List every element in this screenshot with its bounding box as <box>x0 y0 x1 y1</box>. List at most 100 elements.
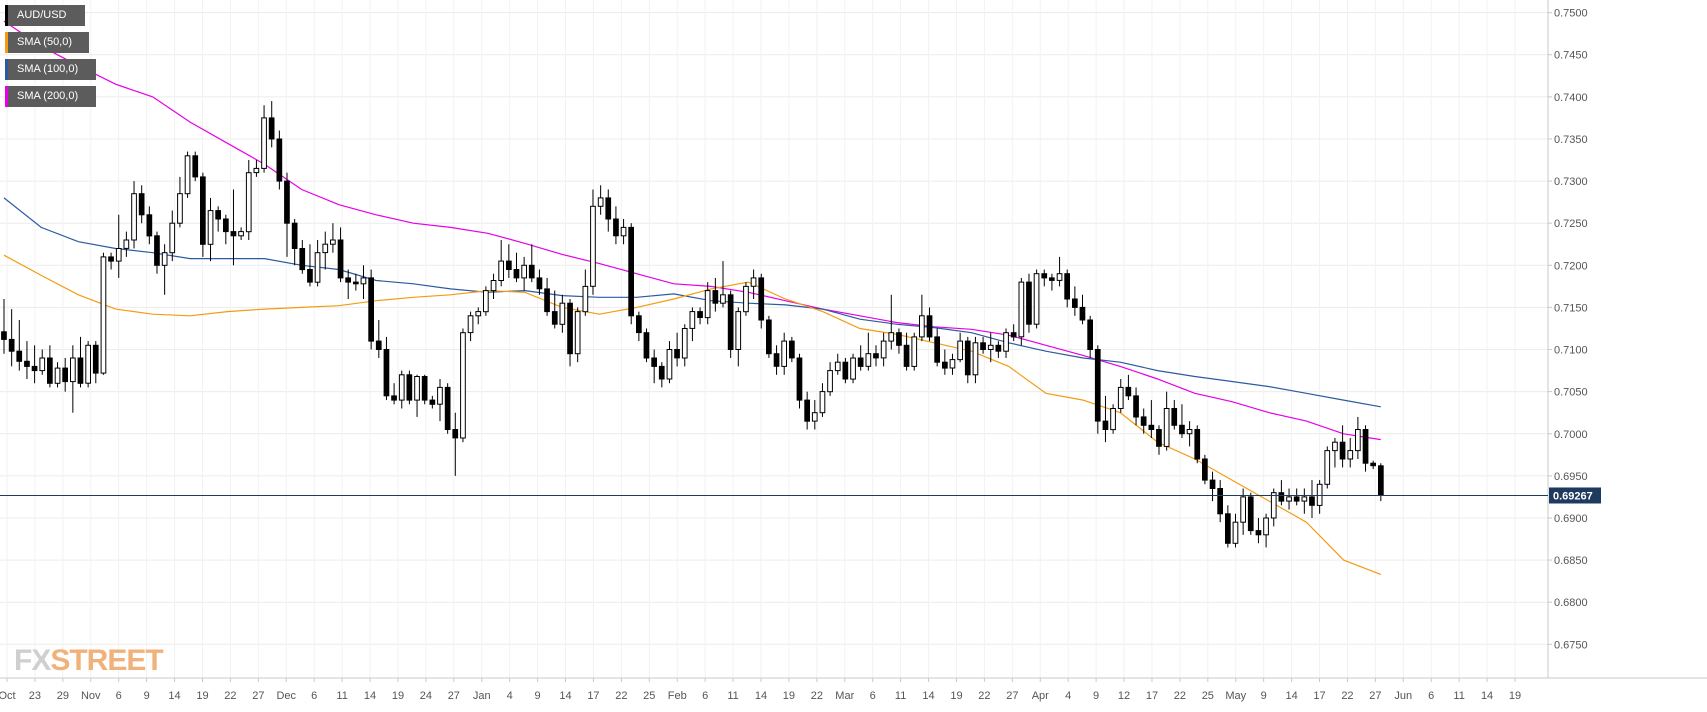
candle <box>605 189 612 232</box>
candle-body-up <box>1240 496 1247 523</box>
candle <box>1133 387 1139 426</box>
candle-body-up <box>1110 408 1116 431</box>
candle-body-down <box>353 281 359 285</box>
candle-body-up <box>100 256 107 374</box>
legend-item-sma200[interactable]: SMA (200,0) <box>5 86 96 107</box>
candle <box>261 105 267 173</box>
candle-body-up <box>1347 450 1354 460</box>
candle <box>949 353 956 375</box>
candle-body-up <box>360 277 367 285</box>
x-tick-label: Dec <box>276 690 296 702</box>
candle <box>1286 488 1292 510</box>
x-tick-label: 6 <box>116 690 122 702</box>
candle-body-up <box>490 280 497 292</box>
x-tick-label: 19 <box>196 690 208 702</box>
candle-body-up <box>972 342 979 376</box>
candle-body-up <box>330 239 336 245</box>
candle-body-down <box>1362 429 1369 464</box>
candle <box>490 273 497 299</box>
candle-body-up <box>880 340 887 359</box>
x-tick-label: 9 <box>1093 690 1099 702</box>
candle-body-down <box>712 290 719 304</box>
candle-body-up <box>1324 450 1331 485</box>
candle <box>1240 488 1247 535</box>
y-tick-label: 0.7400 <box>1554 92 1588 104</box>
x-tick-label: 9 <box>1261 690 1267 702</box>
candle <box>1370 460 1377 470</box>
candle <box>368 269 374 350</box>
candle <box>536 269 543 295</box>
candle <box>643 328 650 363</box>
x-tick-label: 24 <box>420 690 432 702</box>
candle <box>437 379 443 422</box>
candle <box>666 341 673 384</box>
candle <box>1117 379 1124 413</box>
candle-body-down <box>636 315 642 334</box>
legend-swatch <box>5 86 8 107</box>
x-tick-label: 9 <box>535 690 541 702</box>
x-tick-label: 6 <box>1428 690 1434 702</box>
candle-body-down <box>452 429 459 439</box>
x-tick-label: 11 <box>895 690 906 702</box>
candle <box>712 277 719 312</box>
x-tick-label: 23 <box>29 690 41 702</box>
y-axis: 0.7500 0.7450 0.7400 0.7350 0.7300 0.7250 0.72… <box>1547 0 1588 678</box>
candle <box>1247 492 1254 535</box>
candle <box>245 160 252 241</box>
candle <box>467 311 474 342</box>
candle-body-up <box>949 359 956 369</box>
x-tick-label: 9 <box>144 690 150 702</box>
y-tick-label: 0.7100 <box>1554 345 1588 357</box>
candle-body-down <box>1209 479 1216 490</box>
candle-body-down <box>1179 424 1185 435</box>
y-tick-label: 0.6800 <box>1554 597 1588 609</box>
candle <box>1309 480 1315 518</box>
candle <box>1316 480 1323 514</box>
candle <box>92 341 99 384</box>
candle-body-up <box>704 290 711 319</box>
candle-body-down <box>299 248 306 271</box>
candle-body-down <box>727 294 734 350</box>
candle <box>766 315 772 358</box>
candle <box>758 273 765 329</box>
candle <box>1018 277 1025 346</box>
candle-body-up <box>559 302 566 325</box>
candle <box>47 345 53 388</box>
candle <box>551 290 558 329</box>
candle-body-up <box>253 167 260 174</box>
candle <box>1140 408 1147 434</box>
candle <box>804 391 810 430</box>
candle-body-down <box>1140 416 1147 426</box>
x-tick-label: 14 <box>1481 690 1493 702</box>
candle <box>77 336 84 388</box>
candle-body-up <box>590 205 596 287</box>
candle-body-down <box>429 399 436 405</box>
legend-swatch <box>5 32 8 53</box>
candle <box>1278 480 1285 506</box>
candle-body-down <box>658 365 665 380</box>
candle-body-up <box>827 370 833 393</box>
candle-body-down <box>513 269 520 279</box>
candle-body-down <box>804 399 810 422</box>
candle-body-down <box>857 357 864 367</box>
candle-body-up <box>957 340 963 361</box>
candle <box>1202 454 1208 485</box>
candle-body-up <box>39 357 46 372</box>
candle-body-up <box>911 336 918 367</box>
candle <box>1094 345 1101 434</box>
candle <box>1179 404 1185 438</box>
candle <box>842 357 849 384</box>
candle-body-down <box>77 357 84 384</box>
legend-item-audusd[interactable]: AUD/USD <box>5 5 85 26</box>
candle-body-down <box>651 357 657 367</box>
x-tick-label: 14 <box>755 690 767 702</box>
candle-body-down <box>31 365 38 372</box>
candle-body-down <box>138 193 145 216</box>
x-tick-label: 6 <box>311 690 317 702</box>
candle-body-down <box>1339 441 1346 460</box>
candle <box>375 320 382 358</box>
legend-item-sma100[interactable]: SMA (100,0) <box>5 59 96 80</box>
legend-item-sma50[interactable]: SMA (50,0) <box>5 32 89 53</box>
candle <box>873 345 879 367</box>
